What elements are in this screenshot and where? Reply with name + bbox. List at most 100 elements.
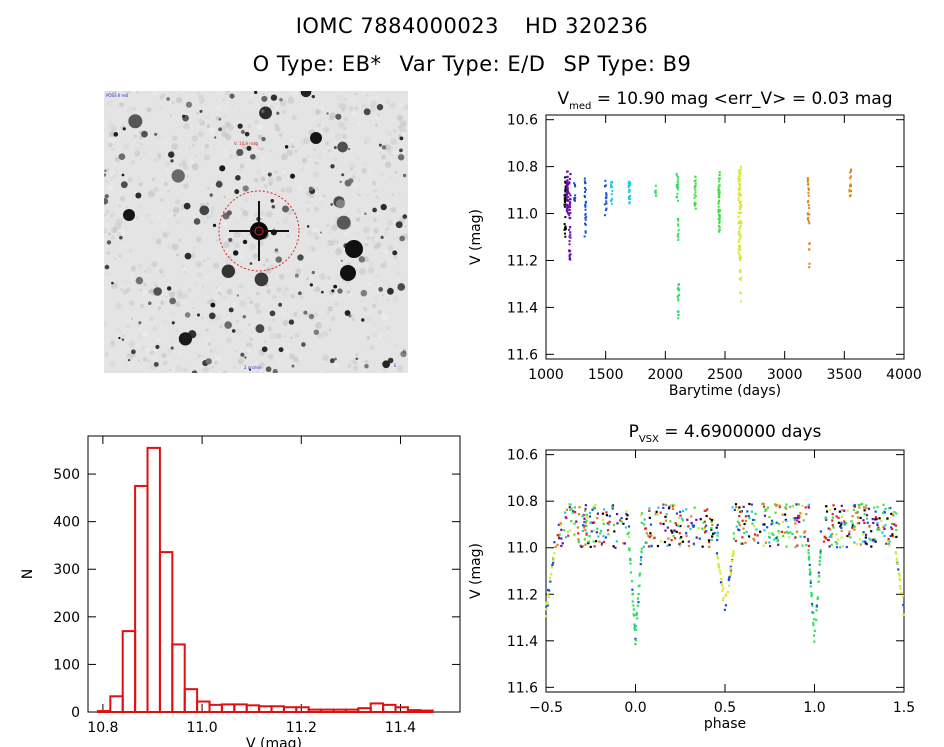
finder-star xyxy=(278,302,283,307)
ph-point xyxy=(687,544,691,548)
ph-point xyxy=(580,545,583,549)
lc-point xyxy=(739,204,742,207)
finder-star xyxy=(303,310,308,315)
ph-point xyxy=(861,502,864,506)
ph-point xyxy=(750,510,753,513)
finder-star xyxy=(337,141,348,153)
ph-point xyxy=(805,513,808,516)
ph-point xyxy=(552,556,555,560)
lc-point xyxy=(629,198,632,201)
ph-point xyxy=(892,513,895,517)
finder-star xyxy=(336,215,351,230)
lc-point xyxy=(628,181,631,184)
lc-point xyxy=(693,201,696,204)
finder-star xyxy=(269,310,276,317)
ph-point xyxy=(710,520,713,523)
finder-noise xyxy=(199,151,203,156)
lc-point xyxy=(568,214,571,217)
lc-point xyxy=(717,192,720,195)
lc-point xyxy=(628,188,631,191)
finder-noise xyxy=(197,272,203,278)
lc-point xyxy=(573,198,576,201)
ph-point xyxy=(897,568,900,571)
lc-point xyxy=(569,198,572,201)
lc-point xyxy=(584,188,587,191)
finder-noise xyxy=(382,294,385,297)
finder-noise xyxy=(274,275,280,281)
hist-ytick-label: 500 xyxy=(53,467,80,483)
ph-point xyxy=(840,536,843,539)
ph-point xyxy=(632,608,635,611)
ph-point xyxy=(807,505,810,508)
finder-noise xyxy=(163,181,168,187)
finder-noise xyxy=(302,237,305,241)
ph-point xyxy=(858,506,861,509)
ph-point xyxy=(545,601,548,604)
finder-noise xyxy=(298,262,305,268)
ph-point xyxy=(640,556,643,559)
finder-noise xyxy=(399,103,404,108)
finder-noise xyxy=(334,132,342,140)
lc-point xyxy=(806,177,809,180)
finder-star xyxy=(235,175,241,181)
lc-point xyxy=(566,179,569,182)
hist-bar xyxy=(134,484,149,713)
ph-point xyxy=(602,522,605,526)
lc-point xyxy=(738,269,741,272)
finder-noise xyxy=(333,274,341,281)
ph-point xyxy=(553,552,556,555)
ph-point xyxy=(679,542,682,545)
finder-noise xyxy=(282,134,285,137)
ph-xtick-label: 0.5 xyxy=(714,700,736,716)
ph-point xyxy=(667,537,670,540)
finder-noise xyxy=(286,149,294,157)
ph-point xyxy=(810,593,814,596)
finder-noise xyxy=(383,249,388,254)
ph-point xyxy=(827,539,831,542)
finder-noise xyxy=(163,360,168,366)
finder-noise xyxy=(107,142,113,148)
lc-point xyxy=(566,209,569,212)
finder-star xyxy=(118,153,126,160)
lc-point xyxy=(628,202,631,205)
finder-noise xyxy=(346,290,351,295)
finder-noise xyxy=(347,146,354,153)
ph-point xyxy=(831,524,834,527)
ph-ylabel: V (mag) xyxy=(468,543,484,599)
finder-noise xyxy=(290,336,293,339)
finder-noise xyxy=(104,227,108,234)
ph-point xyxy=(675,530,678,533)
ph-point xyxy=(777,530,780,533)
finder-noise xyxy=(201,316,204,319)
finder-noise xyxy=(198,264,201,267)
finder-noise xyxy=(314,309,320,314)
finder-noise xyxy=(202,170,209,178)
ph-point xyxy=(605,514,609,517)
finder-noise xyxy=(363,136,371,144)
finder-star xyxy=(254,91,258,94)
finder-noise xyxy=(171,143,179,150)
lc-point xyxy=(584,190,587,193)
finder-noise xyxy=(353,360,358,365)
lc-point xyxy=(676,296,679,299)
finder-star xyxy=(229,93,235,99)
ph-point xyxy=(895,560,898,563)
ph-point xyxy=(797,516,800,520)
finder-star xyxy=(340,259,343,262)
ph-point xyxy=(832,504,835,507)
ph-point xyxy=(716,531,719,534)
finder-star xyxy=(284,145,289,149)
finder-noise xyxy=(195,332,203,340)
ph-point xyxy=(587,542,590,545)
ph-point xyxy=(893,523,896,526)
lc-point xyxy=(807,191,810,194)
lc-point xyxy=(610,193,613,196)
ph-point xyxy=(611,507,614,510)
ph-point xyxy=(662,503,665,506)
ph-point xyxy=(592,521,596,524)
finder-noise xyxy=(297,335,305,343)
finder-noise xyxy=(197,325,204,332)
finder-noise xyxy=(366,236,370,240)
finder-noise xyxy=(250,345,254,350)
lc-point xyxy=(739,244,742,247)
